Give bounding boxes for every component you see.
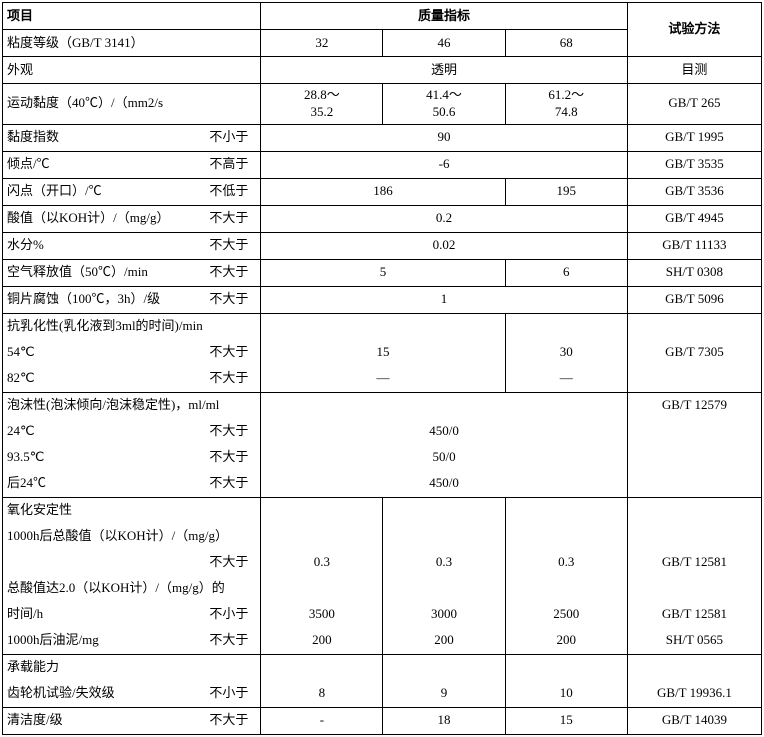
load-r2-method: GB/T 14039: [627, 707, 761, 734]
oxid-r3-g2: 200: [383, 628, 505, 655]
emul-82-v12: —: [261, 366, 505, 393]
emul-82-v3: —: [505, 366, 627, 393]
oxid-r3-g3: 200: [505, 628, 627, 655]
copper-label: 铜片腐蚀（100℃，3h）/级不大于: [3, 286, 261, 313]
kv-g1: 28.8～35.2: [261, 84, 383, 125]
grade-46: 46: [383, 30, 505, 57]
oxid-r1b-g1: 0.3: [261, 550, 383, 576]
grade-32: 32: [261, 30, 383, 57]
emul-54-v3: 30: [505, 340, 627, 366]
copper-method: GB/T 5096: [627, 286, 761, 313]
flash-label: 闪点（开口）/℃不低于: [3, 178, 261, 205]
foam-after24-v: 450/0: [261, 471, 627, 498]
vi-value: 90: [261, 124, 627, 151]
load-r2-g2: 18: [383, 707, 505, 734]
water-method: GB/T 11133: [627, 232, 761, 259]
oxid-r1b-method: GB/T 12581: [627, 550, 761, 576]
acid-method: GB/T 4945: [627, 205, 761, 232]
appearance-value: 透明: [261, 57, 627, 84]
load-r1-g1: 8: [261, 681, 383, 708]
pour-value: -6: [261, 151, 627, 178]
load-r1-g3: 10: [505, 681, 627, 708]
foam-24: 24℃不大于: [3, 419, 261, 445]
spec-table: 项目 质量指标 试验方法 粘度等级（GB/T 3141） 32 46 68 外观…: [2, 2, 762, 735]
oxid-r2b-g1: 3500: [261, 602, 383, 628]
foam-93: 93.5℃不大于: [3, 445, 261, 471]
oxid-r3-method: SH/T 0565: [627, 628, 761, 655]
kv-method: GB/T 265: [627, 84, 761, 125]
load-r2-g1: -: [261, 707, 383, 734]
hdr-item: 项目: [3, 3, 261, 30]
load-r2-g3: 15: [505, 707, 627, 734]
appearance-label: 外观: [3, 57, 261, 84]
emul-method: GB/T 7305: [627, 313, 761, 392]
flash-method: GB/T 3536: [627, 178, 761, 205]
oxid-r2: 总酸值达2.0（以KOH计）/（mg/g）的: [3, 576, 261, 602]
load-r2: 清洁度/级不大于: [3, 707, 261, 734]
vi-label: 黏度指数不小于: [3, 124, 261, 151]
emul-54: 54℃不大于: [3, 340, 261, 366]
acid-value: 0.2: [261, 205, 627, 232]
flash-v3: 195: [505, 178, 627, 205]
oxid-r3-g1: 200: [261, 628, 383, 655]
water-label: 水分%不大于: [3, 232, 261, 259]
hdr-method: 试验方法: [627, 3, 761, 57]
air-label: 空气释放值（50℃）/min不大于: [3, 259, 261, 286]
oxid-r1b-g3: 0.3: [505, 550, 627, 576]
grade-68: 68: [505, 30, 627, 57]
hdr-quality: 质量指标: [261, 3, 627, 30]
copper-value: 1: [261, 286, 627, 313]
oxid-r3: 1000h后油泥/mg不大于: [3, 628, 261, 655]
flash-v12: 186: [261, 178, 505, 205]
emul-title: 抗乳化性(乳化液到3ml的时间)/min: [3, 313, 261, 340]
emul-54-v12: 15: [261, 340, 505, 366]
foam-after24: 后24℃不大于: [3, 471, 261, 498]
foam-24-v: 450/0: [261, 419, 627, 445]
load-title: 承载能力: [3, 654, 261, 681]
oxid-r1b: 不大于: [3, 550, 261, 576]
load-r1-g2: 9: [383, 681, 505, 708]
pour-method: GB/T 3535: [627, 151, 761, 178]
oxid-r2b-g2: 3000: [383, 602, 505, 628]
foam-93-v: 50/0: [261, 445, 627, 471]
kv-g3: 61.2～74.8: [505, 84, 627, 125]
oxid-r2b: 时间/h不小于: [3, 602, 261, 628]
oxid-r1: 1000h后总酸值（以KOH计）/（mg/g）: [3, 524, 261, 550]
air-v3: 6: [505, 259, 627, 286]
oxid-r2b-g3: 2500: [505, 602, 627, 628]
acid-label: 酸值（以KOH计）/（mg/g）不大于: [3, 205, 261, 232]
kv-g2: 41.4～50.6: [383, 84, 505, 125]
appearance-method: 目测: [627, 57, 761, 84]
emul-82: 82℃不大于: [3, 366, 261, 393]
vi-method: GB/T 1995: [627, 124, 761, 151]
grade-label: 粘度等级（GB/T 3141）: [3, 30, 261, 57]
oxid-r1b-g2: 0.3: [383, 550, 505, 576]
oxid-r2b-method: GB/T 12581: [627, 602, 761, 628]
air-v12: 5: [261, 259, 505, 286]
air-method: SH/T 0308: [627, 259, 761, 286]
foam-method: GB/T 12579: [627, 392, 761, 497]
water-value: 0.02: [261, 232, 627, 259]
oxid-title: 氧化安定性: [3, 497, 261, 524]
load-r1: 齿轮机试验/失效级不小于: [3, 681, 261, 708]
kv-label: 运动黏度（40℃）/（mm2/s: [3, 84, 261, 125]
foam-title: 泡沫性(泡沫倾向/泡沫稳定性)，ml/ml: [3, 392, 261, 419]
pour-label: 倾点/℃不高于: [3, 151, 261, 178]
load-r1-method: GB/T 19936.1: [627, 681, 761, 708]
